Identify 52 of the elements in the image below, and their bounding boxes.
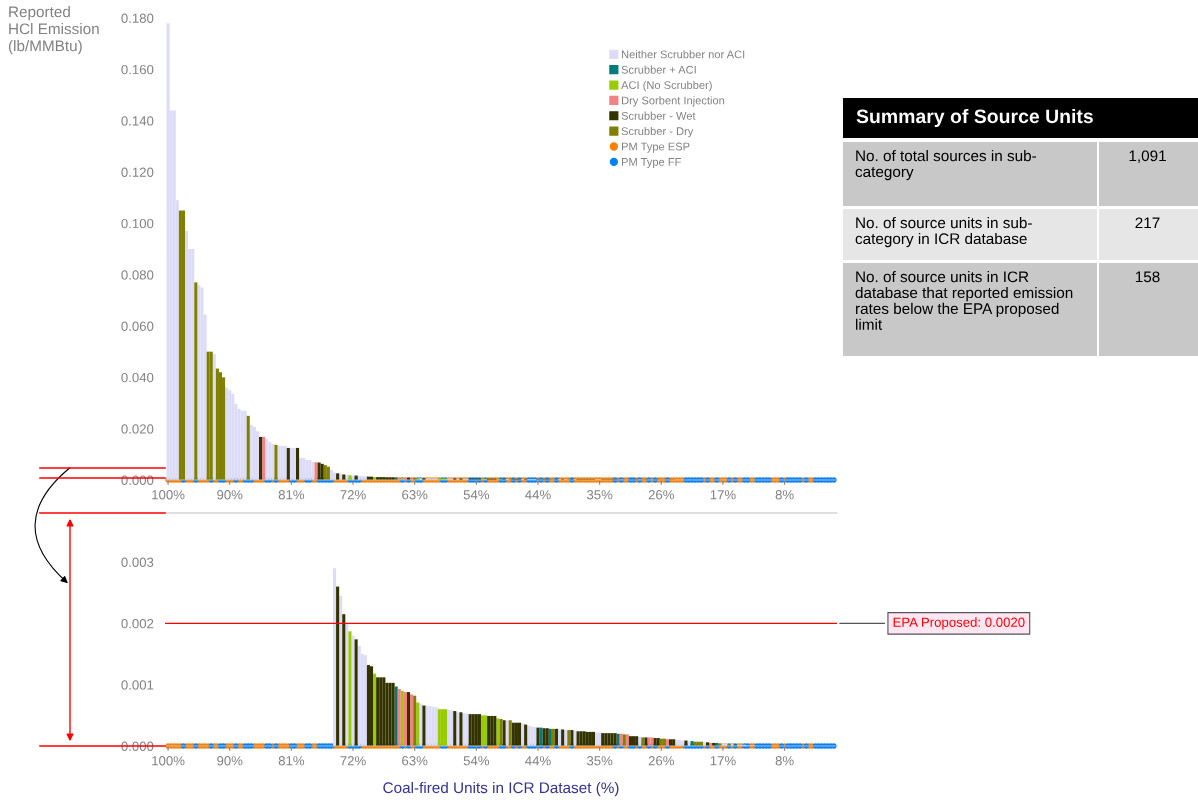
text: Summary of Source Units bbox=[856, 108, 1093, 128]
y-tick-label: 0.060 bbox=[121, 321, 154, 331]
legend-label: Scrubber - Dry bbox=[621, 126, 694, 138]
text: 217 bbox=[1135, 217, 1160, 229]
x-tick-label: 44% bbox=[525, 756, 551, 766]
x-axis-title: Coal-fired Units in ICR Dataset (%) bbox=[383, 781, 619, 797]
x-tick-label: 81% bbox=[278, 490, 305, 500]
y-tick-label: 0.020 bbox=[121, 424, 154, 434]
x-tick-label: 44% bbox=[525, 490, 551, 500]
x-tick-label: 72% bbox=[340, 756, 366, 766]
y-tick-label: 0.080 bbox=[121, 270, 154, 280]
y-tick-label: 0.120 bbox=[121, 167, 154, 177]
legend-label: PM Type ESP bbox=[621, 142, 690, 153]
x-tick-label: 54% bbox=[463, 490, 490, 500]
legend-label: Scrubber + ACI bbox=[621, 65, 696, 74]
x-tick-label: 8% bbox=[775, 756, 794, 766]
text: No. of total sources in sub-category bbox=[855, 150, 1037, 181]
legend-label: ACI (No Scrubber) bbox=[621, 80, 712, 92]
x-tick-label: 100% bbox=[152, 490, 185, 500]
x-tick-label: 17% bbox=[710, 756, 736, 766]
x-tick-label: 100% bbox=[152, 756, 185, 766]
legend-label: Neither Scrubber nor ACI bbox=[621, 50, 745, 59]
x-tick-label: 8% bbox=[775, 490, 794, 500]
x-tick-label: 17% bbox=[710, 490, 736, 500]
x-tick-label: 90% bbox=[217, 490, 243, 500]
y-tick-label: 0.002 bbox=[121, 618, 154, 629]
ref-line-label: EPA Proposed: 0.0020 bbox=[893, 617, 1025, 630]
y-tick-label: 0.100 bbox=[121, 218, 154, 229]
y-tick-label: 0.180 bbox=[121, 13, 154, 23]
legend-label: Dry Sorbent Injection bbox=[621, 96, 725, 107]
x-tick-label: 26% bbox=[648, 490, 675, 500]
y-tick-label: 0.140 bbox=[121, 116, 154, 126]
legend-label: PM Type FF bbox=[621, 158, 681, 169]
y-tick-label: 0.160 bbox=[121, 64, 154, 75]
x-tick-label: 26% bbox=[648, 756, 675, 766]
x-tick-label: 63% bbox=[402, 756, 428, 766]
legend-label: Scrubber - Wet bbox=[621, 111, 696, 120]
text: 1,091 bbox=[1129, 150, 1166, 164]
x-tick-label: 54% bbox=[463, 756, 490, 766]
x-tick-label: 90% bbox=[217, 756, 243, 766]
x-tick-label: 81% bbox=[278, 756, 305, 766]
x-tick-label: 35% bbox=[586, 756, 613, 766]
text: No. of source units in sub-category in ICR database bbox=[855, 217, 1032, 248]
text: No. of source units in ICR database that reported emission rates below the EPA proposed limit bbox=[855, 271, 1073, 330]
x-tick-label: 72% bbox=[340, 490, 366, 500]
y-tick-label: 0.040 bbox=[121, 372, 154, 383]
x-tick-label: 35% bbox=[586, 490, 613, 500]
y-tick-label: 0.001 bbox=[121, 680, 154, 690]
y-tick-label: 0.003 bbox=[121, 557, 154, 567]
x-tick-label: 63% bbox=[402, 490, 428, 500]
y-axis-title: Reported HCl Emission (lb/MMBtu) bbox=[8, 6, 99, 55]
text: 158 bbox=[1135, 271, 1160, 283]
